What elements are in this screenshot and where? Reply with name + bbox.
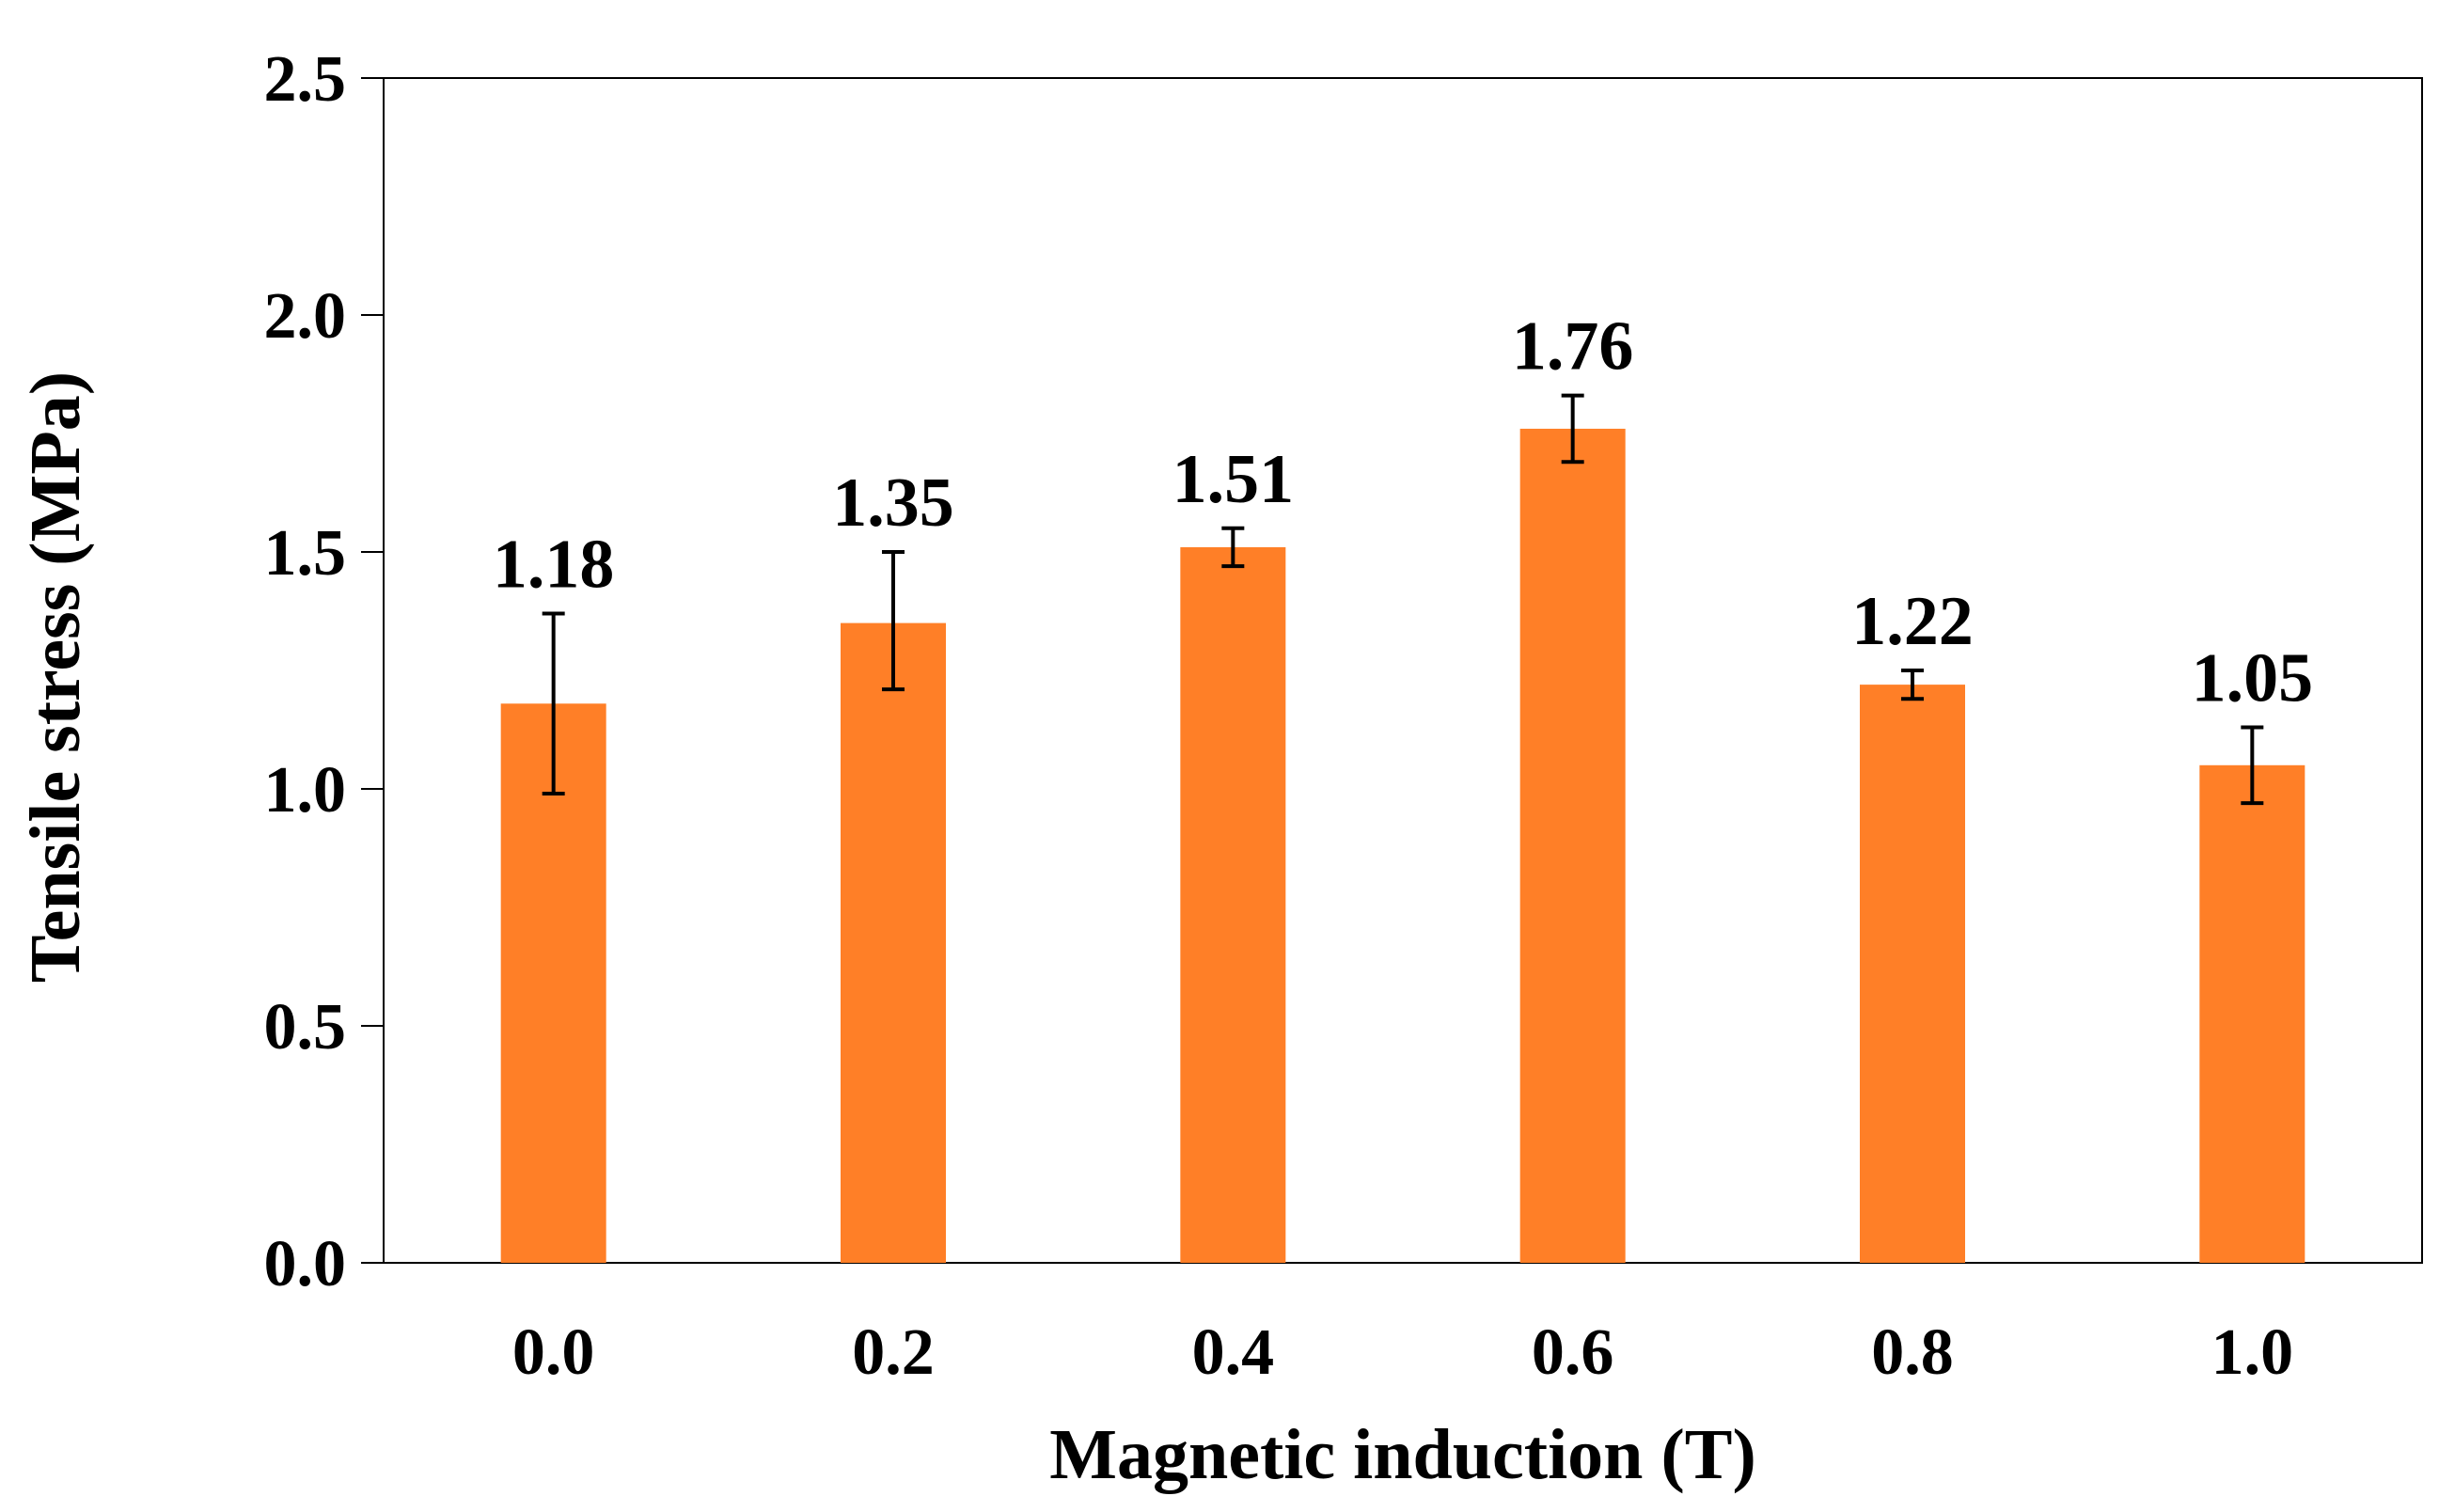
bar [1860,685,1965,1263]
error-bar [882,550,905,692]
bar [1180,546,1286,1263]
error-bar [1901,669,1924,701]
data-labels: 1.18 1.35 1.51 1.76 1.22 1.05 [493,308,2313,717]
y-tick-label: 2.0 [264,280,347,353]
bar [2199,764,2305,1263]
error-bar [2241,725,2264,806]
x-tick-label: 0.0 [512,1316,595,1389]
data-label: 1.51 [1172,441,1295,518]
error-bar [1221,526,1245,569]
x-tick-label: 0.8 [1871,1316,1954,1389]
y-tick-label: 1.5 [264,517,347,590]
bar [500,703,606,1263]
x-tick-label: 0.6 [1532,1316,1614,1389]
y-tick-label: 0.5 [264,991,347,1063]
error-bar [542,611,565,796]
y-tick-label: 2.5 [264,43,347,116]
bar [841,622,946,1263]
x-tick-label: 1.0 [2211,1316,2294,1389]
error-bar [1561,393,1584,465]
plot-border [383,77,2423,1264]
data-label: 1.22 [1851,583,1974,660]
x-axis: 0.0 0.2 0.4 0.6 0.8 1.0 [512,1316,2293,1389]
bar-series [500,428,2305,1264]
data-label: 1.05 [2192,639,2314,717]
data-label: 1.35 [832,465,954,542]
y-tick-label: 0.0 [264,1228,347,1300]
x-tick-label: 0.2 [852,1316,935,1389]
data-label: 1.18 [493,527,615,604]
y-axis-title: Tensile stress (MPa) [16,371,95,983]
y-tick-label: 1.0 [264,754,347,827]
error-bar-series [542,393,2264,806]
data-label: 1.76 [1512,308,1634,386]
x-tick-label: 0.4 [1192,1316,1275,1389]
plot-area [383,77,2423,1264]
x-axis-title: Magnetic induction (T) [1049,1415,1756,1494]
y-axis: 0.0 0.5 1.0 1.5 2.0 2.5 [264,43,384,1300]
bar [1519,428,1626,1264]
